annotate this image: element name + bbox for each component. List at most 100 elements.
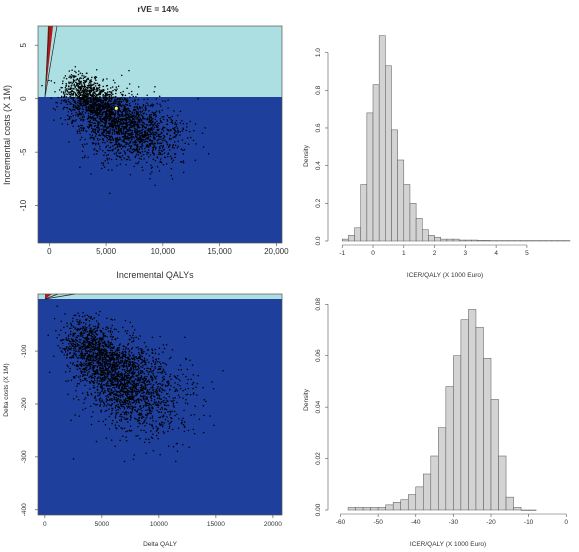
scatter-point [139,408,141,411]
scatter-point [148,383,150,385]
scatter-point [112,93,114,95]
scatter-point [70,73,73,76]
scatter-point [171,146,174,149]
scatter-point [104,369,106,371]
scatter-point [81,90,83,92]
scatter-point [96,120,99,123]
scatter-point [107,102,110,105]
scatter-point [139,110,142,113]
scatter-point [111,398,113,400]
scatter-point [138,124,140,126]
scatter-point [110,158,113,161]
scatter-point [126,392,128,394]
scatter-point [73,79,76,82]
scatter-point [139,437,141,440]
scatter-point [111,366,114,368]
scatter-point [113,328,116,330]
scatter-point [93,128,95,130]
scatter-point [80,370,82,372]
scatter-point [120,378,122,381]
scatter-point [126,128,128,131]
scatter-point [94,122,96,124]
scatter-point [167,107,169,109]
scatter-point [128,150,131,152]
scatter-point [179,364,182,367]
scatter-point [141,111,143,113]
histogram-bar [428,235,435,242]
scatter-point [113,144,116,146]
histogram-bar [465,239,472,242]
scatter-point [112,138,114,140]
scatter-point [91,354,93,357]
scatter-point [67,100,70,103]
scatter-point [110,318,112,320]
scatter-point [142,153,145,156]
scatter-point [104,377,106,379]
scatter-point [84,102,87,105]
scatter-point [70,110,73,112]
scatter-point [127,342,130,345]
scatter-point [183,430,186,433]
scatter-point [95,356,98,358]
scatter-point [166,385,169,387]
scatter-point [113,124,115,126]
scatter-point [169,373,172,376]
scatter-point [92,137,95,139]
scatter-point [126,400,129,403]
scatter-point [96,95,98,97]
scatter-point [154,131,156,133]
scatter-point [159,103,161,105]
scatter-point [106,140,108,142]
scatter-point [149,144,152,147]
scatter-point [81,84,83,86]
scatter-point [79,344,81,347]
scatter-point [110,378,112,380]
histogram-bar [378,35,386,242]
scatter-point [94,124,96,127]
scatter-point [79,132,81,135]
scatter-point [101,89,103,91]
scatter-point [72,458,75,460]
scatter-point [92,352,95,354]
scatter-point [106,364,108,366]
scatter-point [154,363,157,365]
scatter-point [108,366,110,369]
scatter-point [69,75,71,77]
scatter-point [124,119,126,122]
scatter-point [142,139,145,141]
scatter-point [185,393,187,396]
scatter-point [97,125,100,127]
scatter-point [90,415,93,418]
scatter-point [75,355,78,358]
scatter-point [98,382,100,385]
scatter-point [153,91,155,93]
scatter-point [186,368,189,371]
scatter-point [125,430,127,433]
scatter-point [132,332,135,334]
scatter-point [182,160,185,162]
scatter-point [144,382,146,385]
scatter-point [133,148,136,151]
scatter-point [93,131,96,133]
scatter-point [66,106,68,109]
scatter-point [118,107,121,110]
scatter-point [101,120,103,123]
scatter-point [130,352,133,354]
scatter-point [131,129,134,132]
scatter-point [163,399,165,402]
scatter-point [85,369,88,372]
scatter-point [185,375,187,378]
scatter-point [88,325,90,327]
scatter-point [87,120,90,123]
scatter-point [165,163,168,165]
scatter-point [79,319,81,321]
scatter-point [123,375,126,378]
scatter-point [159,363,162,365]
scatter-point [86,393,89,396]
scatter-point [110,92,113,95]
scatter-point [167,380,170,382]
scatter-point [133,401,135,403]
scatter-point [98,134,101,136]
scatter-point [125,119,128,121]
scatter-point [163,404,166,406]
